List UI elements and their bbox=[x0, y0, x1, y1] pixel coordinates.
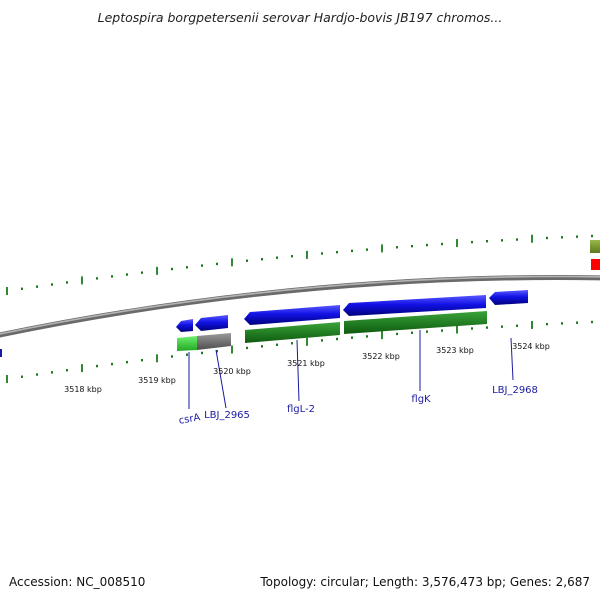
outer-tick-ring bbox=[6, 234, 593, 295]
scale-label-3522: 3522 kbp bbox=[362, 352, 400, 361]
genome-summary-text: Topology: circular; Length: 3,576,473 bp… bbox=[260, 575, 590, 589]
feature-bar-csrA[interactable] bbox=[177, 336, 197, 351]
label-line-LBJ_2965 bbox=[215, 349, 227, 409]
map-title: Leptospira borgpetersenii serovar Hardjo… bbox=[97, 10, 503, 25]
gene-label-LBJ_2965[interactable]: LBJ_2965 bbox=[204, 410, 250, 421]
gene-label-flgL-2[interactable]: flgL-2 bbox=[287, 404, 315, 415]
scale-label-3520: 3520 kbp bbox=[213, 367, 251, 376]
label-line-LBJ_2968 bbox=[510, 337, 514, 381]
gene-arrow-LBJ_2965[interactable] bbox=[195, 315, 228, 331]
genome-backbone-highlight bbox=[0, 275, 600, 335]
gene-arrow-flgL-2[interactable] bbox=[244, 305, 340, 325]
gene-label-LBJ_2968[interactable]: LBJ_2968 bbox=[492, 385, 538, 396]
left-edge-label-fragment bbox=[0, 349, 2, 357]
feature-bar-LBJ_2965[interactable] bbox=[197, 333, 231, 350]
feature-bar-flgK[interactable] bbox=[344, 311, 487, 334]
gene-arrow-LBJ_2968[interactable] bbox=[489, 290, 528, 305]
gene-label-csrA[interactable]: csrA bbox=[178, 412, 201, 427]
edge-feature-red bbox=[591, 259, 600, 270]
accession-text: Accession: NC_008510 bbox=[9, 575, 146, 589]
gene-label-flgK[interactable]: flgK bbox=[411, 394, 431, 405]
edge-feature-olive bbox=[590, 240, 600, 253]
scale-label-3519: 3519 kbp bbox=[138, 376, 176, 385]
scale-label-3523: 3523 kbp bbox=[436, 346, 474, 355]
gene-arrow-flgK[interactable] bbox=[343, 295, 486, 316]
genome-backbone bbox=[0, 274, 600, 338]
label-line-flgL-2 bbox=[296, 339, 300, 402]
scale-label-3518: 3518 kbp bbox=[64, 385, 102, 394]
gene-arrow-csrA[interactable] bbox=[176, 319, 193, 332]
inner-tick-ring bbox=[6, 320, 593, 383]
feature-bar-flgL-2[interactable] bbox=[245, 322, 340, 343]
scale-label-3521: 3521 kbp bbox=[287, 359, 325, 368]
scale-label-3524: 3524 kbp bbox=[512, 342, 550, 351]
